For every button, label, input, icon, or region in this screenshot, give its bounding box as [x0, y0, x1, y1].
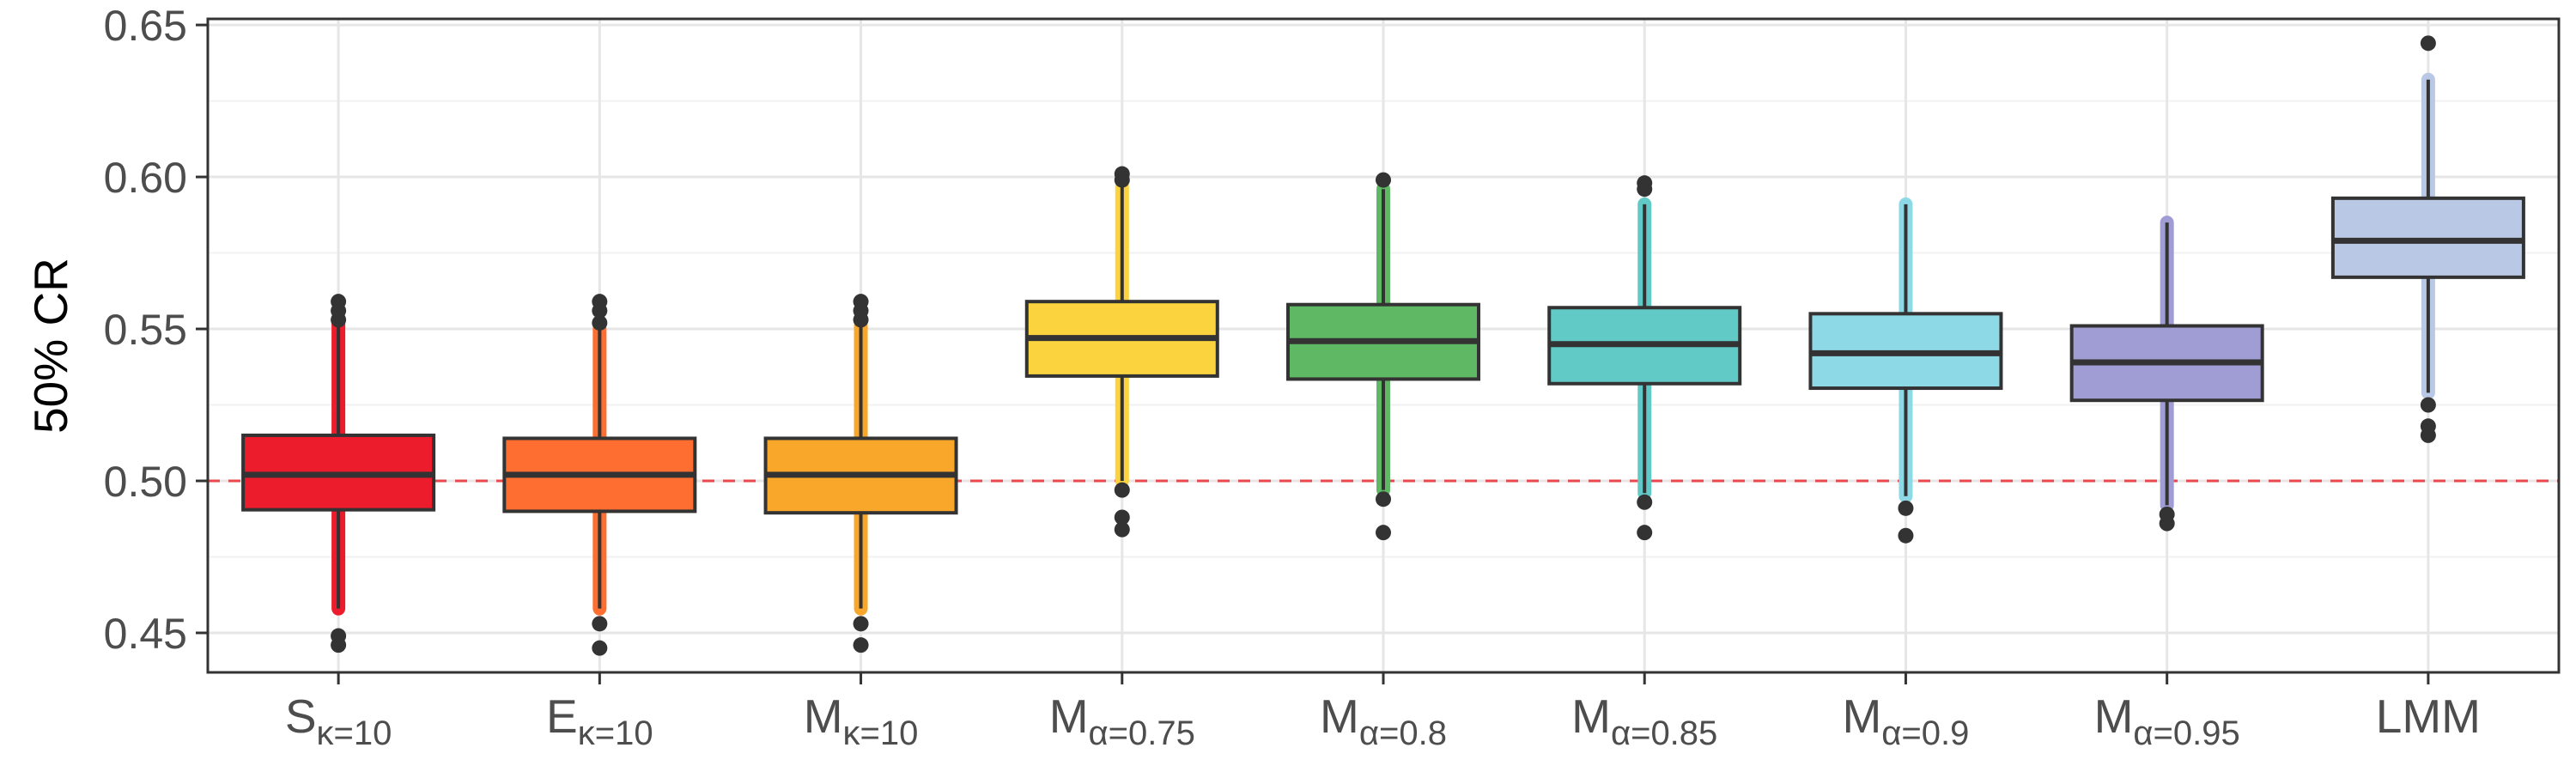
outlier-point — [1114, 482, 1130, 498]
x-tick-label: Sκ=10 — [285, 690, 392, 752]
outlier-point — [1898, 500, 1914, 516]
x-tick-label-subscript: κ=10 — [317, 714, 392, 752]
x-tick-label: Mκ=10 — [804, 690, 919, 752]
outlier-point — [853, 294, 869, 310]
x-tick-label-subscript: α=0.75 — [1089, 714, 1195, 752]
x-axis: Sκ=10 Eκ=10 Mκ=10 Mα=0.75 Mα=0.8 Mα=0.85 Mα=0.… — [285, 672, 2481, 752]
box-group-0 — [241, 294, 436, 653]
outlier-point — [592, 616, 608, 632]
outlier-point — [2420, 35, 2436, 52]
outlier-point — [1114, 166, 1130, 182]
y-tick-label: 0.55 — [104, 306, 187, 354]
box — [2330, 196, 2525, 279]
x-tick-label-main: M — [2094, 690, 2134, 743]
y-tick-label: 0.65 — [104, 2, 187, 50]
x-tick-label-main: M — [1842, 690, 1881, 743]
outlier-point — [2420, 397, 2436, 413]
x-tick-label-main: S — [285, 690, 317, 743]
outlier-point — [331, 628, 347, 644]
box-group-8 — [2330, 35, 2525, 443]
x-tick-label-main: E — [546, 690, 578, 743]
y-tick-label: 0.60 — [104, 154, 187, 202]
x-tick-label-subscript: κ=10 — [843, 714, 919, 752]
y-axis: 0.45 0.50 0.55 0.60 0.65 — [104, 2, 208, 658]
outlier-point — [592, 314, 608, 331]
x-tick-label-subscript: κ=10 — [578, 714, 653, 752]
y-axis-title: 50% CR — [24, 258, 77, 434]
outlier-point — [1637, 525, 1653, 541]
x-tick-label-main: M — [1049, 690, 1089, 743]
y-tick-label: 0.50 — [104, 458, 187, 506]
x-tick-label-subscript: α=0.9 — [1881, 714, 1969, 752]
box-group-7 — [2069, 216, 2264, 532]
x-tick-label: Mα=0.85 — [1571, 690, 1717, 752]
x-tick-label: Mα=0.9 — [1842, 690, 1969, 752]
outlier-point — [592, 640, 608, 656]
x-tick-label: Mα=0.95 — [2094, 690, 2240, 752]
outlier-point — [331, 294, 347, 310]
outlier-point — [1637, 175, 1653, 191]
outlier-point — [853, 637, 869, 653]
outlier-point — [2420, 418, 2436, 435]
x-tick-label-main: M — [804, 690, 843, 743]
x-tick-label: Mα=0.8 — [1320, 690, 1447, 752]
outlier-point — [1376, 172, 1391, 188]
outlier-point — [1637, 494, 1653, 510]
x-tick-label: Eκ=10 — [546, 690, 653, 752]
outlier-point — [1114, 509, 1130, 526]
box-layer — [241, 35, 2525, 656]
x-tick-label-main: M — [1320, 690, 1359, 743]
box-group-4 — [1286, 172, 1480, 541]
x-tick-label: LMM — [2376, 690, 2481, 743]
outlier-point — [2159, 506, 2175, 522]
x-tick-label-subscript: α=0.95 — [2133, 714, 2239, 752]
x-tick-label-main: M — [1571, 690, 1611, 743]
x-tick-label-subscript: α=0.8 — [1359, 714, 1447, 752]
box-group-3 — [1024, 166, 1219, 538]
outlier-point — [1114, 521, 1130, 538]
outlier-point — [1898, 527, 1914, 544]
outlier-point — [853, 616, 869, 632]
box-group-2 — [763, 294, 958, 653]
x-tick-label-subscript: α=0.85 — [1611, 714, 1717, 752]
x-tick-label-main: LMM — [2376, 690, 2481, 743]
box-group-6 — [1808, 197, 2003, 544]
box-group-1 — [502, 294, 697, 656]
y-tick-label: 0.45 — [104, 610, 187, 658]
box-group-5 — [1547, 175, 1742, 541]
x-tick-label: Mα=0.75 — [1049, 690, 1195, 752]
outlier-point — [1376, 525, 1391, 541]
outlier-point — [1376, 491, 1391, 508]
outlier-point — [592, 294, 608, 310]
